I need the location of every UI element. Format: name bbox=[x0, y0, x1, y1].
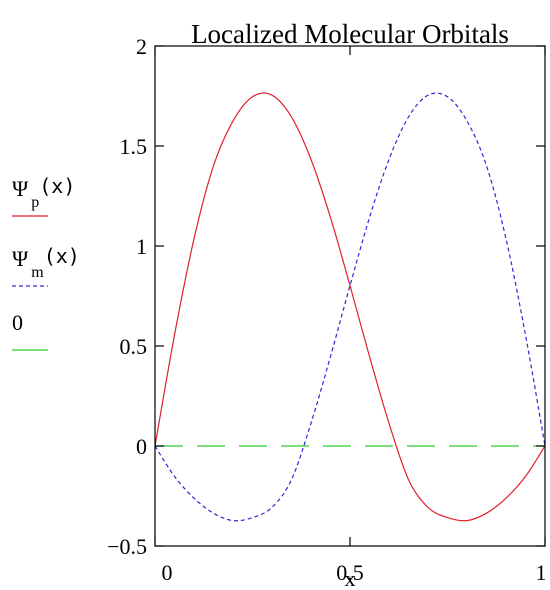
x-tick-label: 0.5 bbox=[336, 560, 364, 585]
legend-item-2: 0 bbox=[12, 310, 48, 351]
chart-title: Localized Molecular Orbitals bbox=[191, 19, 509, 49]
series-line-1 bbox=[154, 92, 546, 522]
y-tick-label: 1.5 bbox=[120, 134, 148, 159]
x-tick-label: 0 bbox=[162, 560, 173, 585]
y-tick-label: 2 bbox=[136, 34, 147, 59]
y-tick-label: 0 bbox=[136, 434, 147, 459]
x-axis-label: x bbox=[345, 566, 356, 590]
legend-label: Ψp(x) bbox=[12, 174, 75, 211]
series-line-0 bbox=[154, 92, 546, 522]
plot-frame bbox=[154, 45, 546, 547]
y-tick-label: 1 bbox=[136, 234, 147, 259]
legend-item-1: Ψm(x) bbox=[12, 244, 80, 287]
y-tick-label: 0.5 bbox=[120, 334, 148, 359]
legend: Ψp(x) Ψm(x) 0 bbox=[12, 174, 80, 351]
x-tick-label: 1 bbox=[536, 560, 547, 585]
legend-label: Ψm(x) bbox=[12, 244, 80, 281]
plot-area bbox=[154, 92, 546, 522]
legend-label: 0 bbox=[12, 310, 23, 335]
y-tick-label: −0.5 bbox=[107, 534, 147, 559]
legend-item-0: Ψp(x) bbox=[12, 174, 75, 217]
axes: −0.5 0 0.5 1 1.5 2 0 0.5 1 bbox=[107, 34, 546, 585]
